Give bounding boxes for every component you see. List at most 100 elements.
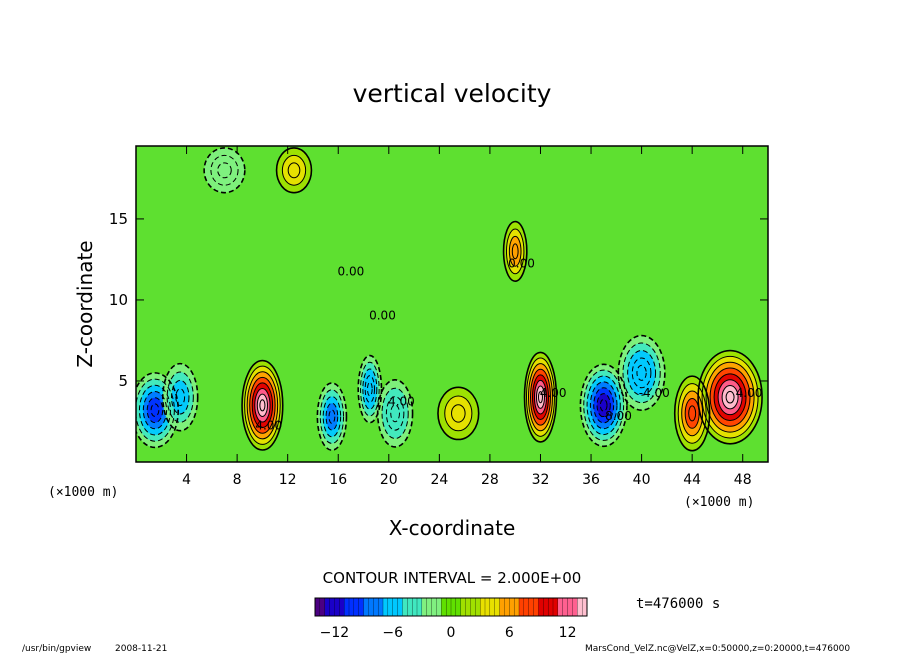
contour-line <box>254 388 271 423</box>
colorbar-swatch <box>484 597 491 617</box>
contour-line <box>364 375 375 403</box>
contour-line <box>717 379 743 416</box>
contour-line <box>390 404 400 423</box>
chart-title: vertical velocity <box>353 79 552 108</box>
cell-level <box>726 391 735 404</box>
contour-line <box>444 395 473 432</box>
velocity-cell <box>204 147 245 193</box>
contour-line <box>529 368 551 426</box>
colorbar-tick-label: 6 <box>505 625 514 641</box>
colorbar-swatch <box>489 597 496 617</box>
plot-area <box>136 146 768 462</box>
colorbar-frame <box>314 597 588 617</box>
colorbar-swatch <box>407 597 413 617</box>
contour-line <box>360 361 380 417</box>
contour-line <box>328 409 336 424</box>
contour-line <box>287 162 301 179</box>
cell-level <box>451 404 466 423</box>
contour-label: 4.00 <box>736 386 763 400</box>
x-tick-label: 8 <box>233 472 242 488</box>
contour-line <box>688 405 697 422</box>
contour-line <box>531 374 549 421</box>
colorbar-swatch <box>353 597 360 617</box>
colorbar-swatch <box>377 597 384 617</box>
colorbar-swatch <box>513 597 520 617</box>
colorbar-swatch <box>445 597 452 617</box>
y-tick-label: 5 <box>118 372 128 390</box>
contour-label: 4.00 <box>540 386 567 400</box>
colorbar-swatch <box>373 597 379 617</box>
contour-line <box>533 379 547 415</box>
contour-line <box>246 371 279 440</box>
colorbar-swatch <box>470 597 476 617</box>
x-tick-label: 28 <box>481 472 499 488</box>
x-tick-label: 12 <box>279 472 297 488</box>
colorbar-swatch <box>499 597 505 617</box>
contour-line <box>362 368 378 410</box>
colorbar-swatch <box>368 597 374 617</box>
velocity-cell <box>377 379 413 447</box>
contour-line <box>367 381 373 397</box>
contour-line <box>709 367 751 427</box>
colorbar-swatch <box>577 597 583 617</box>
contour-line <box>705 361 755 433</box>
contour-line <box>681 390 704 437</box>
cell-level <box>688 405 696 421</box>
contour-line <box>161 362 199 432</box>
contour-line <box>275 147 313 194</box>
contour-line <box>636 364 647 381</box>
colorbar-swatch <box>416 597 423 617</box>
contour-line <box>684 397 700 429</box>
y-axis: 5 10 15 <box>109 210 768 390</box>
contour-line <box>316 382 348 451</box>
colorbar-swatch <box>547 597 554 617</box>
colorbar-swatch <box>504 597 510 617</box>
colorbar-swatch <box>436 597 442 617</box>
colorbar-swatch <box>421 597 428 617</box>
colorbar-swatch <box>343 597 350 617</box>
contour-labels: 0.00 0.00 0.00 4.00 4.00 4.00 -8.00 -4.00 4.00 <box>255 257 762 433</box>
contour-label: 0.00 <box>369 308 396 322</box>
cell-level <box>151 403 159 417</box>
x-tick-label: 36 <box>582 472 600 488</box>
colorbar-swatch <box>314 597 321 617</box>
footer-source: MarsCond_VelZ.nc@VelZ,x=0:50000,z=0:2000… <box>585 644 850 654</box>
x-tick-label: 20 <box>380 472 398 488</box>
velocity-cell <box>437 387 479 440</box>
colorbar-swatch <box>572 597 578 617</box>
colorbar-swatch <box>528 597 535 617</box>
contour-line <box>385 396 405 431</box>
contour-label: 0.00 <box>338 265 365 279</box>
contour-line <box>505 228 525 275</box>
y-tick-label: 10 <box>109 291 128 309</box>
contour-line <box>673 375 711 452</box>
velocity-cell <box>618 335 665 411</box>
colorbar-swatch <box>348 597 355 617</box>
x-tick-label: 4 <box>182 472 191 488</box>
cell-level <box>636 365 647 381</box>
contour-line <box>251 382 274 429</box>
x-tick-label: 40 <box>633 472 651 488</box>
contour-label: 4.00 <box>388 394 415 408</box>
colorbar-ticks: −12 −6 0 6 12 <box>320 625 577 641</box>
y-tick-label: 15 <box>109 210 128 228</box>
velocity-cell <box>580 364 627 447</box>
colorbar-swatch <box>562 597 569 617</box>
contour-line <box>596 393 611 418</box>
contour-line <box>138 384 171 436</box>
contour-line <box>511 243 519 260</box>
contour-label: 4.00 <box>255 419 282 433</box>
x-axis: 4 8 12 16 20 24 28 32 36 40 44 48 <box>182 146 752 488</box>
contour-line <box>150 403 160 417</box>
contour-line <box>322 395 342 438</box>
colorbar-swatch <box>382 597 389 617</box>
contour-line <box>697 349 763 445</box>
contour-line <box>599 398 608 412</box>
velocity-cell <box>276 147 312 193</box>
contour-line <box>586 375 621 436</box>
contour-line <box>622 342 661 404</box>
colorbar-swatch <box>552 597 559 617</box>
colorbar-swatch <box>319 597 326 617</box>
colorbar-swatch <box>358 597 365 617</box>
contour-line <box>319 389 345 444</box>
